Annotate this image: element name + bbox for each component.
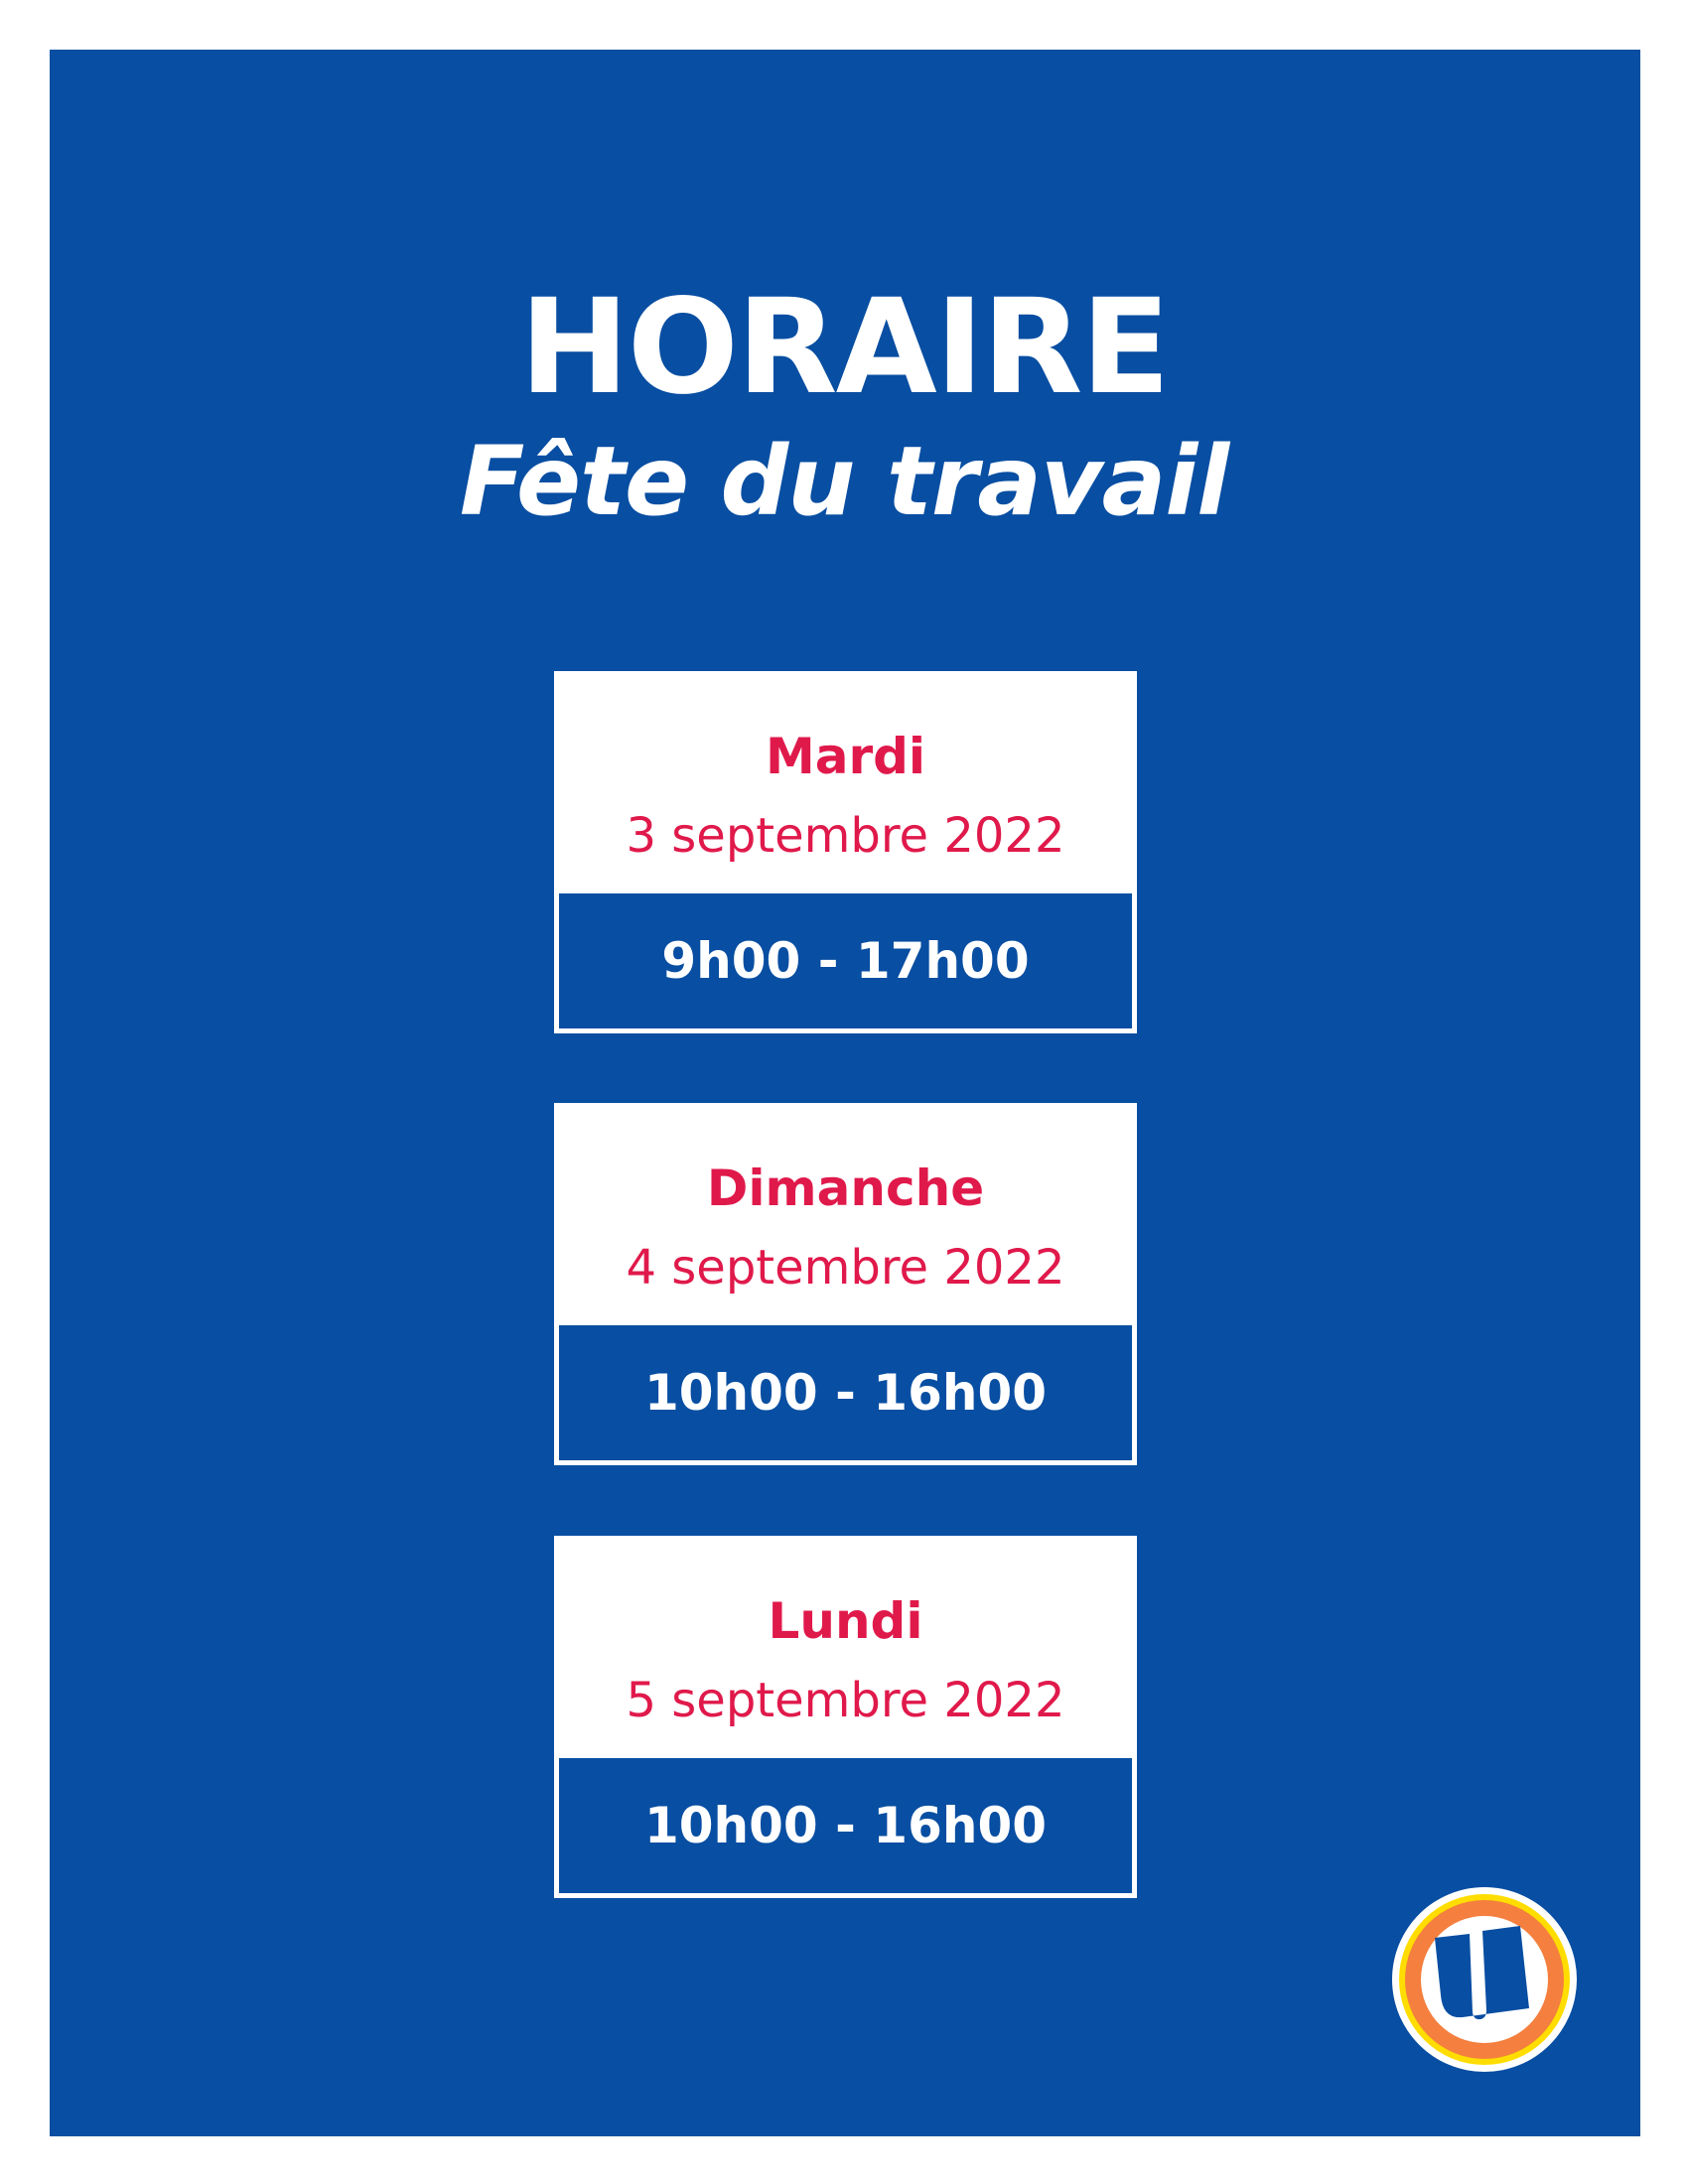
page-title: HORAIRE <box>519 271 1170 424</box>
date-label: 5 septembre 2022 <box>626 1673 1065 1728</box>
date-label: 4 septembre 2022 <box>626 1240 1065 1296</box>
day-label: Mardi <box>765 728 926 785</box>
schedule-card: Dimanche 4 septembre 2022 10h00 - 16h00 <box>554 1103 1137 1465</box>
schedule-card: Mardi 3 septembre 2022 9h00 - 17h00 <box>554 671 1137 1033</box>
hours-label: 10h00 - 16h00 <box>559 1758 1132 1893</box>
page-subtitle: Fête du travail <box>459 426 1229 537</box>
day-label: Dimanche <box>706 1160 985 1217</box>
hours-label: 9h00 - 17h00 <box>559 893 1132 1028</box>
schedule-card: Lundi 5 septembre 2022 10h00 - 16h00 <box>554 1536 1137 1898</box>
u-logo-icon <box>1392 1887 1577 2072</box>
hours-label: 10h00 - 16h00 <box>559 1325 1132 1460</box>
day-label: Lundi <box>768 1592 923 1650</box>
date-label: 3 septembre 2022 <box>626 808 1065 864</box>
